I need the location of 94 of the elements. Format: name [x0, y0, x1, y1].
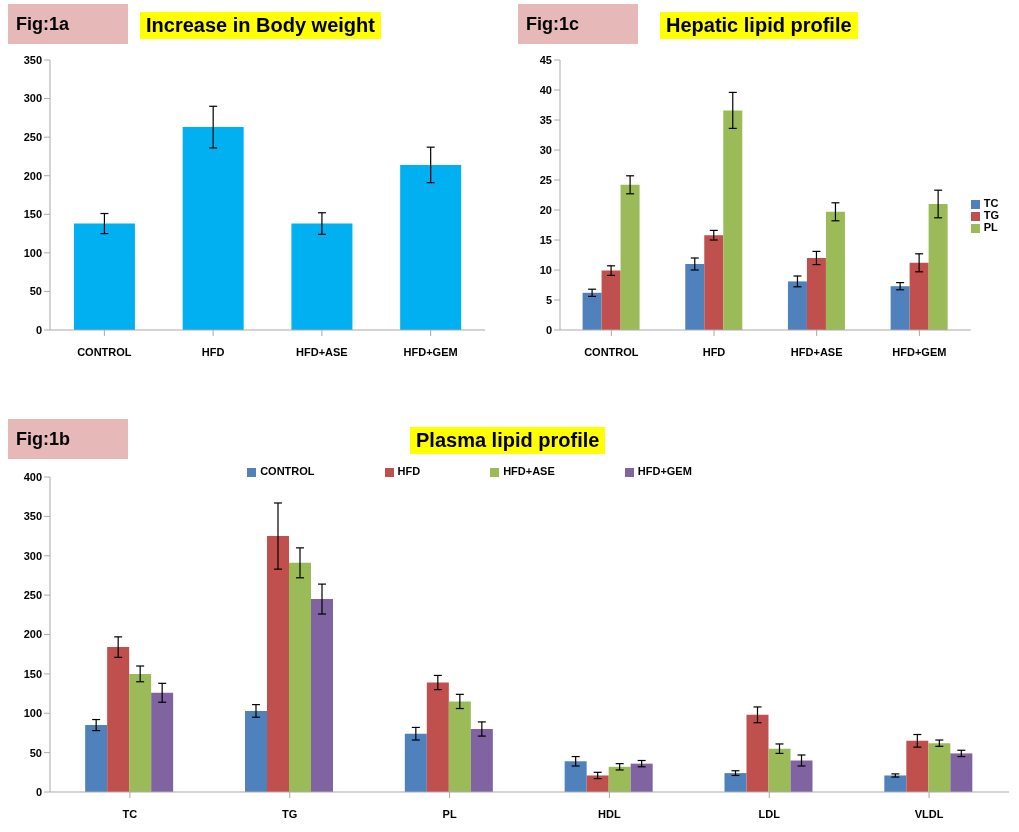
bar	[311, 599, 333, 792]
x-tick-label: HFD	[702, 345, 726, 358]
y-tick-label: 45	[539, 53, 552, 66]
bar	[601, 270, 621, 330]
bar	[564, 761, 587, 792]
bar	[620, 184, 640, 330]
legend-label: PL	[983, 221, 998, 233]
y-tick-label: 40	[539, 83, 552, 96]
bar	[787, 281, 807, 330]
y-tick-label: 350	[23, 510, 42, 523]
text: Fig:1c	[518, 4, 638, 44]
bar	[746, 714, 769, 792]
y-tick-label: 400	[23, 470, 42, 483]
y-tick-label: 100	[23, 246, 42, 259]
legend-label: TC	[983, 197, 999, 209]
bar	[582, 292, 602, 330]
text: Fig:1b	[8, 419, 128, 459]
y-tick-label: 5	[545, 293, 552, 306]
bar	[400, 164, 462, 330]
bar	[825, 211, 845, 330]
bar	[151, 692, 174, 792]
bar	[85, 725, 108, 792]
y-tick-label: 250	[23, 589, 42, 602]
y-tick-label: 200	[23, 169, 42, 182]
bar	[724, 773, 747, 792]
bar	[289, 562, 311, 792]
legend-label: TG	[983, 209, 999, 221]
bar	[586, 775, 609, 792]
bar	[404, 733, 427, 792]
y-tick-label: 250	[23, 131, 42, 144]
y-tick-label: 200	[23, 628, 42, 641]
bar	[291, 223, 353, 330]
bar	[426, 682, 449, 792]
bar	[608, 766, 631, 792]
x-tick-label: HFD+ASE	[790, 345, 843, 358]
y-tick-label: 20	[539, 203, 552, 216]
x-tick-label: CONTROL	[77, 345, 132, 358]
y-tick-label: 0	[35, 323, 42, 336]
x-tick-label: HFD+GEM	[892, 345, 947, 358]
y-tick-label: 300	[23, 549, 42, 562]
bar	[267, 536, 289, 792]
bar	[950, 753, 973, 792]
bar	[906, 740, 929, 792]
bar	[790, 760, 813, 792]
y-tick-label: 50	[29, 746, 42, 759]
y-tick-label: 0	[545, 323, 552, 336]
x-tick-label: HFD+ASE	[296, 345, 348, 358]
legend-label: HFD	[397, 465, 421, 477]
legend-label: CONTROL	[260, 465, 315, 477]
chart-title: Increase in Body weight	[140, 12, 381, 39]
x-tick-label: TC	[122, 807, 138, 820]
chart-title: Hepatic lipid profile	[660, 12, 858, 39]
bar	[909, 262, 929, 330]
x-tick-label: LDL	[758, 807, 781, 820]
legend-label: HFD+ASE	[503, 465, 555, 477]
bar	[928, 743, 951, 792]
chart-title: Plasma lipid profile	[410, 427, 606, 454]
bar	[928, 204, 948, 330]
y-tick-label: 150	[23, 208, 42, 221]
bar	[245, 710, 267, 792]
bar	[685, 264, 705, 330]
bar	[768, 748, 791, 792]
legend-label: HFD+GEM	[637, 465, 692, 477]
bar	[448, 701, 471, 792]
bar	[890, 286, 910, 330]
bar	[704, 235, 724, 330]
x-tick-label: HFD	[201, 345, 225, 358]
y-tick-label: 300	[23, 92, 42, 105]
x-tick-label: PL	[442, 807, 457, 820]
y-tick-label: 35	[539, 113, 552, 126]
bar	[884, 775, 907, 792]
y-tick-label: 30	[539, 143, 552, 156]
x-tick-label: HDL	[598, 807, 621, 820]
bar	[470, 729, 493, 792]
bar	[806, 258, 826, 330]
bar	[630, 763, 653, 792]
y-tick-label: 10	[539, 263, 552, 276]
bar	[107, 647, 130, 792]
x-tick-label: TG	[282, 807, 298, 820]
y-tick-label: 25	[539, 173, 552, 186]
y-tick-label: 15	[539, 233, 552, 246]
bar	[73, 223, 135, 330]
x-tick-label: CONTROL	[584, 345, 639, 358]
bar	[129, 673, 152, 792]
bar	[182, 127, 244, 330]
y-tick-label: 150	[23, 667, 42, 680]
text: Fig:1a	[8, 4, 128, 44]
y-tick-label: 0	[35, 785, 42, 798]
y-tick-label: 350	[23, 53, 42, 66]
y-tick-label: 50	[29, 285, 42, 298]
y-tick-label: 100	[23, 707, 42, 720]
x-tick-label: HFD+GEM	[403, 345, 458, 358]
bar	[723, 110, 743, 330]
x-tick-label: VLDL	[914, 807, 944, 820]
